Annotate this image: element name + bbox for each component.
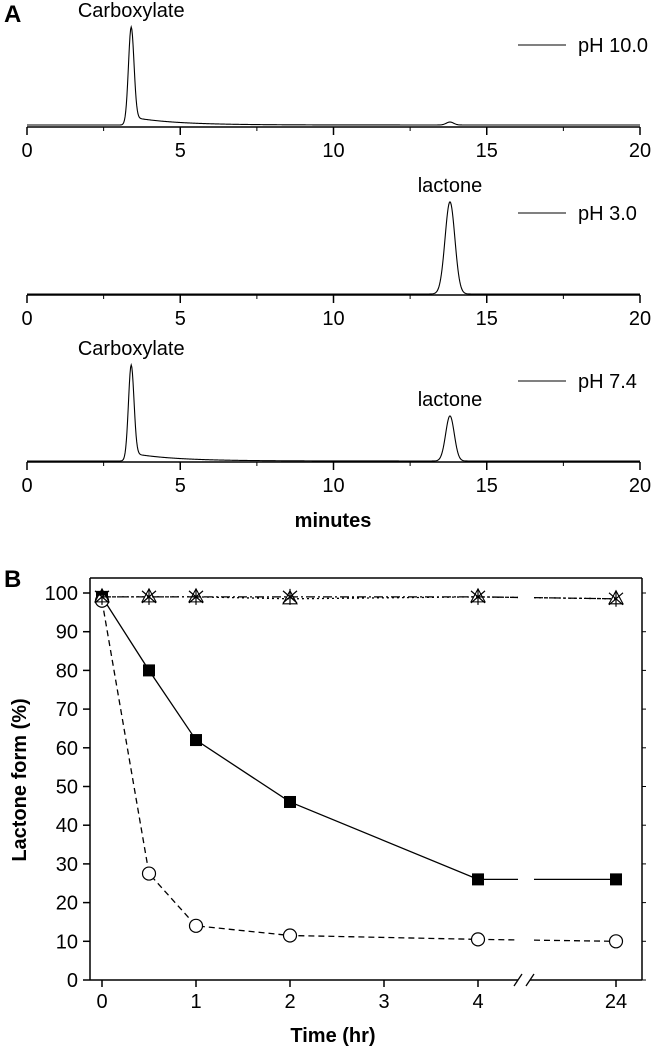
series-2 [94, 593, 624, 949]
y-tick-label: 10 [56, 931, 78, 953]
chromatogram-1: 0 5 10 15 20 Carboxylate pH 10.0 [21, 0, 651, 162]
series-line [102, 596, 519, 599]
peak-label: Carboxylate [78, 338, 185, 360]
y-tick-label: 20 [56, 893, 78, 915]
data-point-triangle [94, 587, 110, 603]
data-point-triangle [282, 589, 298, 605]
data-point-square [610, 873, 622, 886]
y-tick-label: 90 [56, 622, 78, 644]
y-tick-label: 70 [56, 699, 78, 721]
data-point-square [284, 795, 296, 808]
y-tick-label: 40 [56, 815, 78, 837]
x-axis-title: Time (hr) [290, 1025, 375, 1047]
x-tick-label: 5 [175, 475, 186, 497]
data-point-circle [188, 918, 204, 933]
data-point-square [190, 734, 202, 747]
x-tick-label: 24 [605, 991, 627, 1013]
chromatogram-3: 0 5 10 15 20 Carboxylate lactone pH 7.4 [21, 338, 651, 497]
x-tick-label: 15 [476, 140, 498, 162]
x-tick-label: 10 [322, 140, 344, 162]
x-axis-title: minutes [295, 510, 372, 532]
x-tick-label: 3 [378, 991, 389, 1013]
data-point-circle [608, 934, 624, 949]
x-tick-label: 0 [21, 140, 32, 162]
series-3 [94, 588, 624, 607]
x-tick-label: 2 [284, 991, 295, 1013]
y-tick-label: 80 [56, 660, 78, 682]
peak-label: lactone [418, 389, 483, 411]
y-axis-title: Lactone form (%) [9, 698, 31, 861]
series-1 [96, 590, 622, 886]
data-point-triangle [141, 587, 157, 603]
panel-a: A 0 5 10 15 20 Carboxylate pH 10.0 0 5 10 15 20 lact… [4, 0, 651, 532]
peak-label: lactone [418, 175, 483, 197]
x-tick-label: 15 [476, 475, 498, 497]
data-point-square [472, 873, 484, 886]
legend-label: pH 10.0 [578, 35, 648, 57]
data-point-circle [282, 928, 298, 943]
panel-b: B 0 10 20 30 40 50 60 70 80 90 100 0 1 2 3 4 24 Time (hr)… [4, 566, 646, 1047]
y-tick-label: 50 [56, 777, 78, 799]
legend-label: pH 7.4 [578, 371, 637, 393]
x-tick-label: 0 [96, 991, 107, 1013]
data-point-circle [470, 932, 486, 947]
x-tick-label: 10 [322, 475, 344, 497]
peak-label: Carboxylate [78, 0, 185, 22]
data-point-circle [141, 866, 157, 881]
x-tick-label: 4 [472, 991, 483, 1013]
axis-break-mark [525, 973, 535, 987]
panel-a-label: A [4, 1, 21, 28]
y-tick-label: 30 [56, 854, 78, 876]
data-point-square [143, 664, 155, 677]
chromatogram-trace [27, 200, 640, 295]
x-tick-label: 5 [175, 308, 186, 330]
chromatogram-trace [27, 24, 640, 126]
data-point-triangle [470, 587, 486, 603]
x-tick-label: 15 [476, 308, 498, 330]
series-line [533, 597, 617, 600]
x-tick-label: 1 [190, 991, 201, 1013]
x-tick-label: 20 [629, 475, 651, 497]
series-line [101, 596, 518, 881]
series-line [102, 596, 519, 600]
axis-break-mark [513, 973, 523, 987]
series-4 [94, 587, 624, 605]
y-tick-label: 60 [56, 738, 78, 760]
x-tick-label: 20 [629, 140, 651, 162]
x-tick-label: 0 [21, 475, 32, 497]
legend-label: pH 3.0 [578, 203, 637, 225]
chromatogram-trace [27, 362, 640, 462]
series-line [101, 600, 519, 941]
data-point-triangle [608, 589, 624, 605]
series-line [533, 939, 617, 942]
y-tick-label: 0 [67, 970, 78, 992]
x-tick-label: 20 [629, 308, 651, 330]
x-tick-label: 10 [322, 308, 344, 330]
x-tick-label: 5 [175, 140, 186, 162]
chromatogram-2: 0 5 10 15 20 lactone pH 3.0 [21, 175, 651, 330]
data-point-triangle [188, 587, 204, 603]
panel-b-label: B [4, 566, 21, 593]
x-tick-label: 0 [21, 308, 32, 330]
y-tick-label: 100 [45, 583, 78, 605]
